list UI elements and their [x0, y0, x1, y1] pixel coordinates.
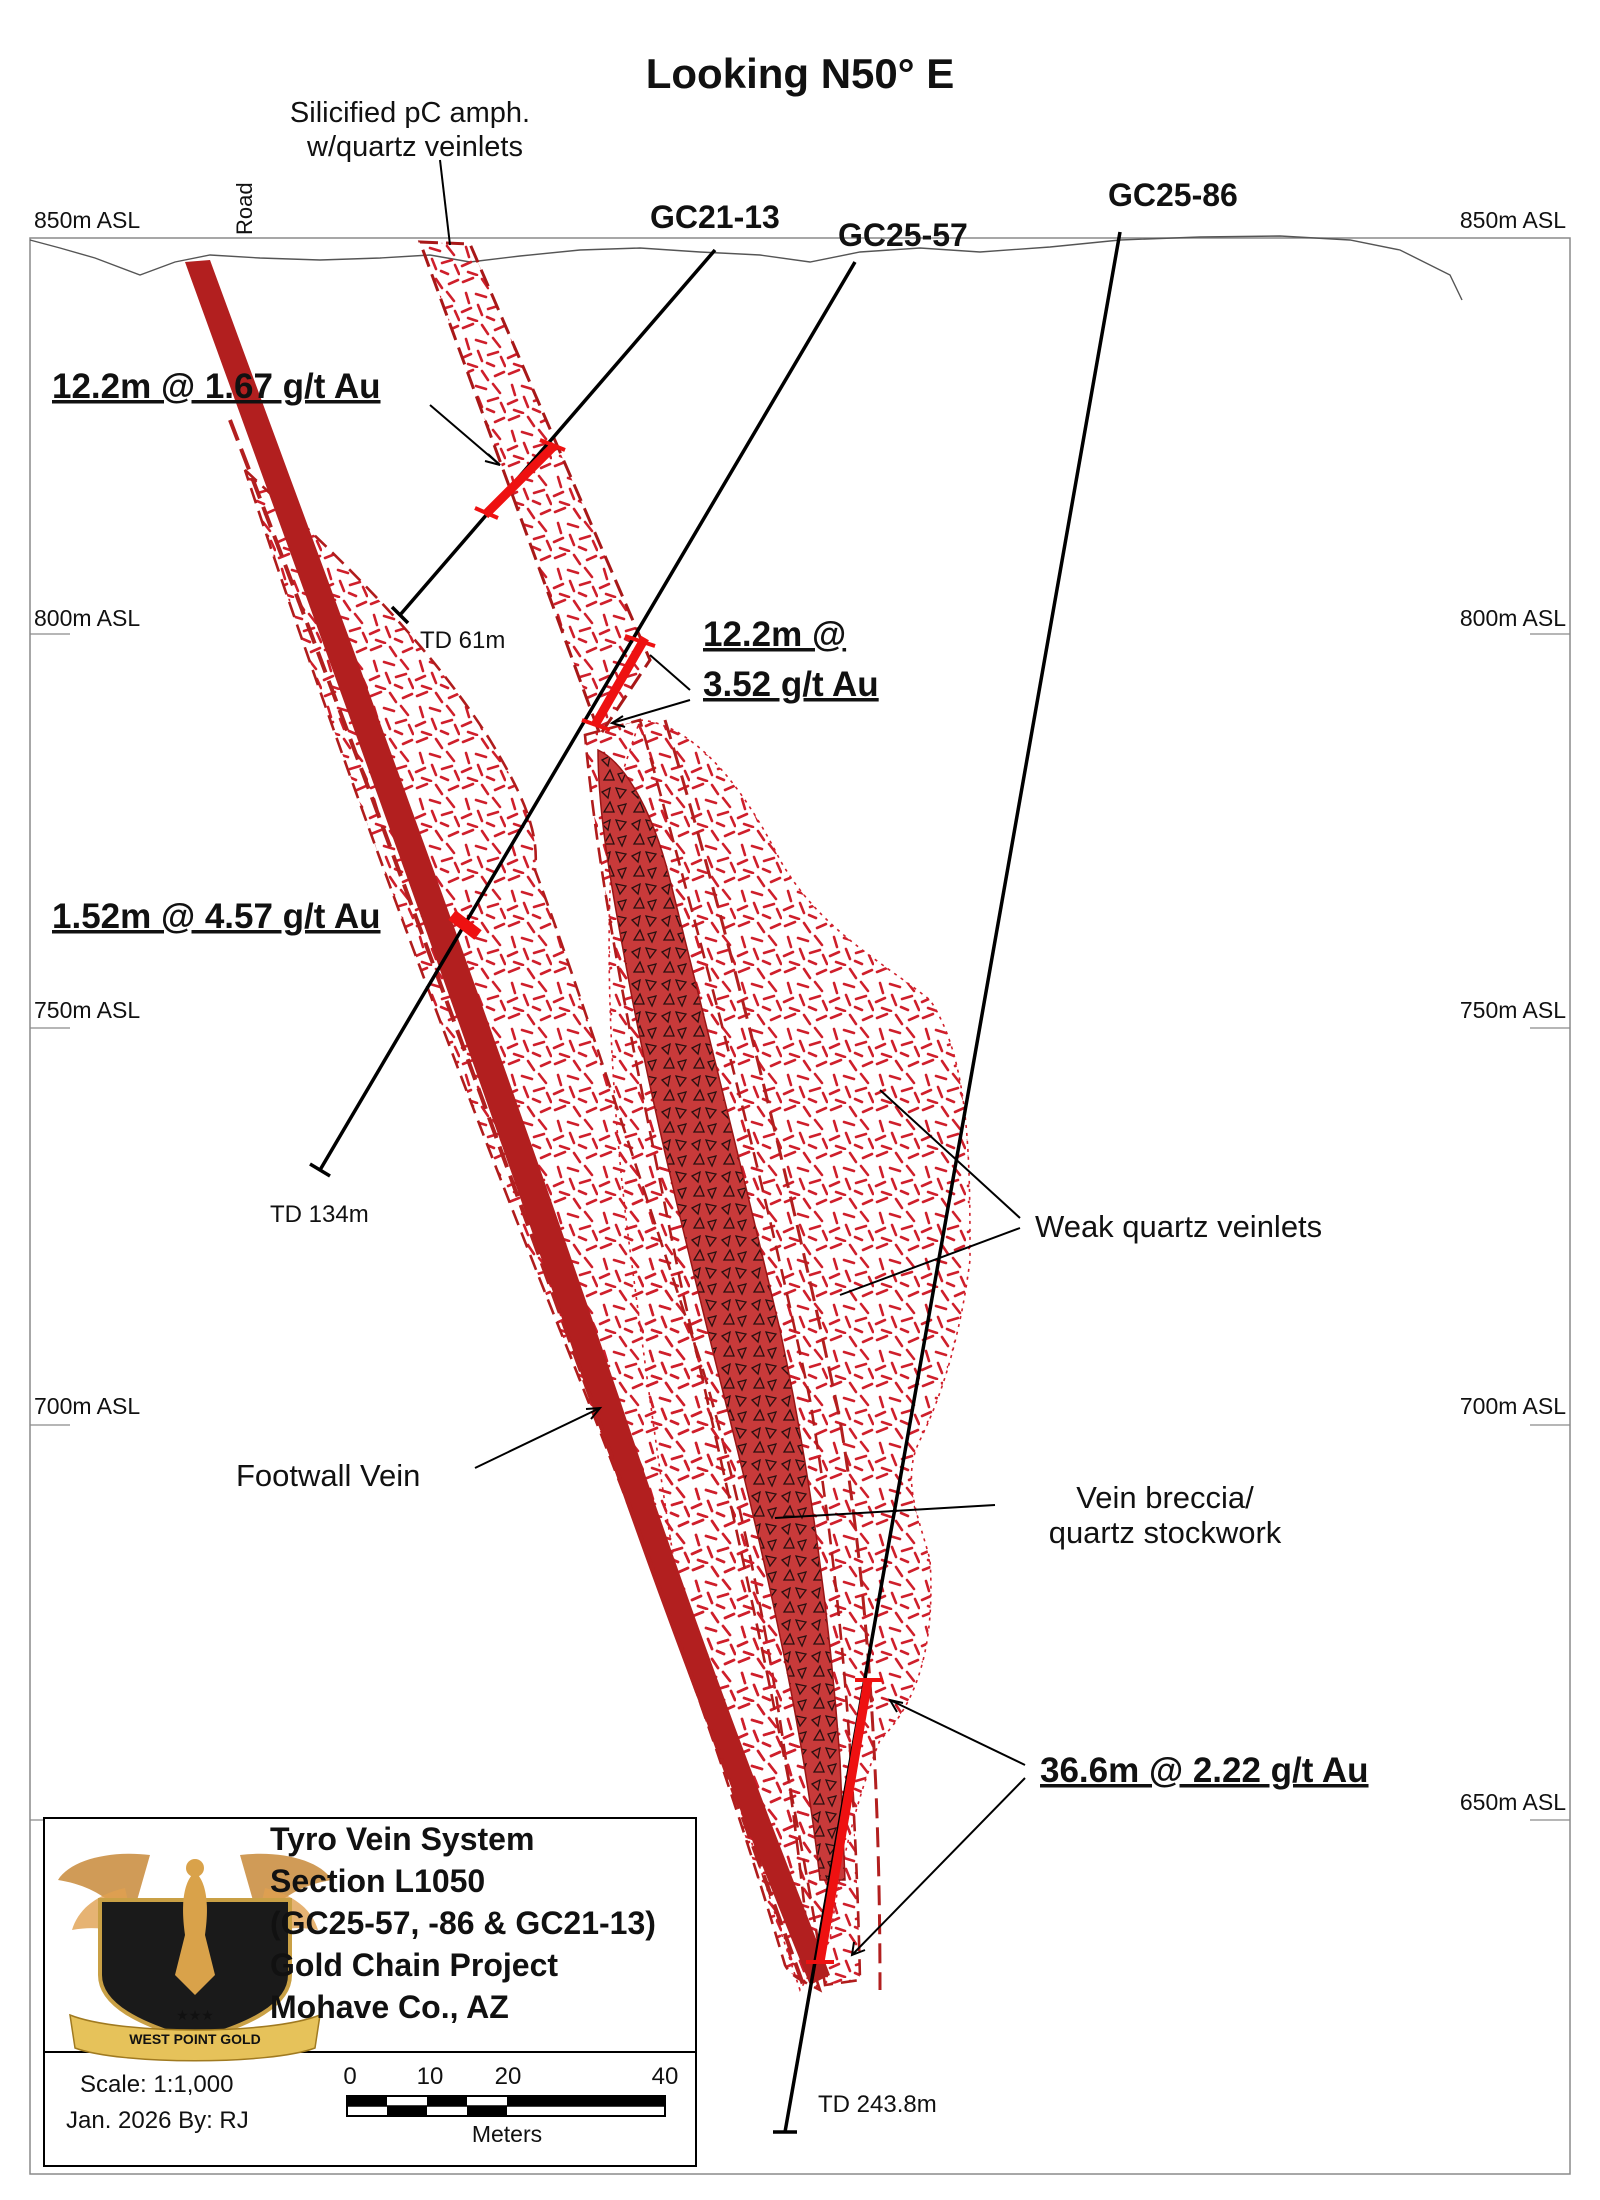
scalebar-tick-10: 10 [417, 2063, 444, 2090]
elevation-label-750-right: 750m ASL [1460, 997, 1566, 1023]
silicified-unit-label-line2: w/quartz veinlets [306, 131, 523, 163]
title-block-line3: (GC25-57, -86 & GC21-13) [270, 1905, 656, 1941]
logo-stars: ★★★ [176, 2007, 214, 2023]
elevation-label-800-right: 800m ASL [1460, 605, 1566, 631]
footwall-vein [185, 260, 830, 1985]
intercept-marks [448, 438, 883, 1964]
leader-arrows [429, 159, 1026, 1957]
silicified-amphibolite-band [417, 240, 652, 739]
road-label: Road [232, 182, 257, 235]
vein-breccia-label-line1: Vein breccia/ [1076, 1480, 1254, 1515]
td-gc25-86: TD 243.8m [818, 2091, 937, 2118]
title-block: WEST POINT GOLD ★★★ Tyro Vein System Sec… [43, 1817, 697, 2167]
footwall-vein-dashed-margin [228, 419, 807, 1991]
scalebar-tick-40: 40 [652, 2063, 679, 2090]
drillhole-id-gc21-13: GC21-13 [650, 199, 780, 235]
drillhole-gc21-13[interactable] [390, 248, 717, 625]
td-gc25-57: TD 134m [270, 1201, 369, 1228]
title-block-line2: Section L1050 [270, 1863, 485, 1899]
scalebar-tick-0: 0 [343, 2063, 356, 2090]
td-gc21-13: TD 61m [420, 627, 505, 654]
elevation-label-750-left: 750m ASL [34, 997, 140, 1023]
elevation-ticks [30, 633, 1570, 1821]
weak-veinlets-label: Weak quartz veinlets [1035, 1209, 1322, 1244]
footwall-vein-label: Footwall Vein [236, 1458, 420, 1493]
logo-text: WEST POINT GOLD [129, 2031, 260, 2047]
intercept-label-c: 1.52m @ 4.57 g/t Au [52, 897, 381, 936]
title-block-line4: Gold Chain Project [270, 1947, 558, 1983]
vein-breccia-core-texture [597, 748, 846, 1881]
elevation-label-700-right: 700m ASL [1460, 1393, 1566, 1419]
stockwork-dashed-margin [663, 719, 882, 1991]
intercept-label-b-line1: 12.2m @ [703, 615, 846, 654]
elevation-label-700-left: 700m ASL [34, 1393, 140, 1419]
elevation-label-800-left: 800m ASL [34, 605, 140, 631]
scale-bar: 0 10 20 40 Meters [343, 2063, 678, 2147]
drillhole-id-gc25-57: GC25-57 [838, 217, 968, 253]
drillhole-id-gc25-86: GC25-86 [1108, 177, 1238, 213]
map-frame [29, 237, 1571, 2175]
drillhole-gc25-57[interactable] [309, 261, 857, 1178]
date-author-text: Jan. 2026 By: RJ [66, 2107, 249, 2134]
scalebar-tick-20: 20 [495, 2063, 522, 2090]
intercept-label-d: 36.6m @ 2.22 g/t Au [1040, 1751, 1369, 1790]
silicified-unit-label-line1: Silicified pС amph. [290, 97, 530, 129]
vein-breccia-label-line2: quartz stockwork [1049, 1515, 1282, 1550]
title-block-line5: Mohave Co., AZ [270, 1989, 509, 2025]
scale-text: Scale: 1:1,000 [80, 2071, 233, 2098]
elevation-label-650-right: 650m ASL [1460, 1789, 1566, 1815]
west-point-gold-logo: WEST POINT GOLD ★★★ [58, 1853, 332, 2062]
intercept-label-b-line2: 3.52 g/t Au [703, 665, 879, 704]
title-block-line1: Tyro Vein System [270, 1821, 534, 1857]
elevation-label-850-right: 850m ASL [1460, 207, 1566, 233]
scalebar-unit: Meters [472, 2121, 542, 2147]
view-direction-title: Looking N50° E [646, 50, 955, 97]
intercept-label-a: 12.2m @ 1.67 g/t Au [52, 367, 381, 406]
topography-line [29, 235, 1463, 301]
elevation-label-850-left: 850m ASL [34, 207, 140, 233]
